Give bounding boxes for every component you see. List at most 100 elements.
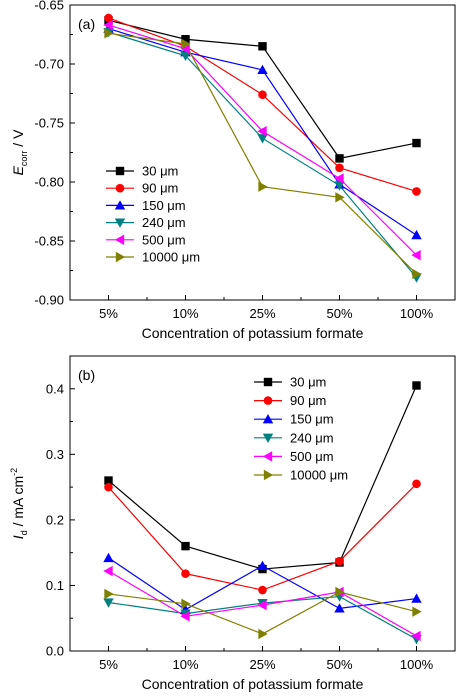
y-label-symbol: I bbox=[10, 535, 26, 539]
legend-marker bbox=[262, 433, 274, 443]
data-point bbox=[335, 192, 345, 203]
legend-marker bbox=[262, 414, 274, 424]
legend-marker bbox=[263, 377, 273, 387]
y-label-unit: / mA cm bbox=[10, 476, 26, 530]
data-point bbox=[257, 134, 268, 144]
x-tick-label: 10% bbox=[172, 657, 198, 672]
y-tick-label: -0.80 bbox=[34, 175, 64, 190]
data-point bbox=[181, 35, 190, 44]
legend-label: 30 μm bbox=[290, 375, 326, 390]
legend-marker bbox=[263, 469, 274, 481]
data-point bbox=[335, 556, 344, 566]
data-point bbox=[104, 13, 113, 23]
legend-marker bbox=[263, 396, 273, 405]
legend-label: 240 μm bbox=[142, 215, 186, 230]
data-point bbox=[103, 565, 113, 577]
data-point bbox=[258, 42, 267, 51]
x-tick-label: 50% bbox=[326, 306, 352, 321]
x-axis-label: Concentration of potassium formate bbox=[142, 676, 364, 692]
legend-marker bbox=[114, 218, 126, 228]
y-axis-label: Id / mA cm-2 bbox=[9, 468, 29, 539]
data-point bbox=[104, 28, 114, 39]
data-point bbox=[335, 586, 345, 598]
y-tick-label: 0.4 bbox=[46, 381, 64, 396]
data-point bbox=[412, 479, 421, 489]
legend-label: 90 μm bbox=[142, 181, 178, 196]
data-point bbox=[257, 560, 268, 570]
y-label-superscript: -2 bbox=[9, 468, 19, 476]
data-point bbox=[181, 541, 190, 551]
panel-a: 5% 10% 25% 50% 100% -0.65 -0.70 -0.75 -0.80 -0.85… bbox=[10, 0, 456, 341]
data-point bbox=[180, 43, 190, 54]
data-point bbox=[257, 64, 268, 75]
data-point bbox=[104, 482, 113, 492]
y-tick-label: -0.90 bbox=[34, 293, 64, 308]
panel-b: 5% 10% 25% 50% 100% 0.0 0.1 0.2 0.3 0.4 (b) Concent… bbox=[9, 355, 456, 692]
data-point bbox=[257, 126, 267, 137]
x-tick-label: 100% bbox=[400, 306, 434, 321]
legend-marker bbox=[262, 451, 273, 462]
data-point bbox=[180, 51, 191, 61]
legend-label: 90 μm bbox=[290, 393, 326, 408]
data-point bbox=[411, 229, 422, 240]
y-tick-label: -0.70 bbox=[34, 57, 64, 72]
data-point bbox=[181, 38, 191, 50]
y-tick-label: -0.65 bbox=[34, 0, 64, 13]
y-label-symbol: E bbox=[10, 165, 26, 175]
y-tick-label: 0.1 bbox=[46, 578, 64, 593]
series-line-0 bbox=[108, 385, 418, 570]
y-tick-label: -0.85 bbox=[34, 234, 64, 249]
legend-label: 500 μm bbox=[142, 232, 186, 247]
data-point bbox=[104, 588, 114, 600]
x-tick-label: 10% bbox=[172, 306, 198, 321]
data-point bbox=[335, 154, 344, 163]
y-label-subscript: corr bbox=[19, 151, 29, 167]
data-point bbox=[411, 630, 421, 642]
legend-label: 10000 μm bbox=[142, 250, 200, 265]
data-point bbox=[412, 187, 421, 196]
x-tick-label: 25% bbox=[249, 657, 275, 672]
data-point bbox=[181, 569, 190, 578]
data-point bbox=[334, 173, 344, 184]
data-point bbox=[103, 552, 114, 563]
series-line-1 bbox=[108, 483, 417, 591]
y-label-subscript: d bbox=[19, 530, 29, 535]
legend-marker bbox=[114, 234, 125, 245]
y-tick-label: 0.0 bbox=[46, 644, 64, 659]
legend-marker bbox=[114, 200, 126, 210]
panel-label: (b) bbox=[78, 367, 95, 383]
data-point bbox=[258, 585, 267, 595]
legend-label: 500 μm bbox=[290, 449, 334, 464]
data-point bbox=[334, 181, 345, 191]
legend-label: 30 μm bbox=[142, 164, 178, 179]
legend-label: 240 μm bbox=[290, 430, 334, 445]
y-tick-label: -0.75 bbox=[34, 116, 64, 131]
data-point bbox=[412, 268, 422, 280]
y-tick-label: 0.3 bbox=[46, 447, 64, 462]
x-tick-label: 5% bbox=[99, 657, 118, 672]
x-tick-label: 100% bbox=[400, 657, 434, 672]
data-point bbox=[412, 606, 422, 617]
x-tick-label: 50% bbox=[326, 657, 352, 672]
data-point bbox=[335, 163, 344, 173]
data-point bbox=[103, 19, 113, 31]
data-point bbox=[411, 593, 422, 603]
data-point bbox=[103, 598, 114, 608]
data-point bbox=[412, 138, 421, 148]
x-tick-label: 5% bbox=[99, 306, 118, 321]
y-axis-label: Ecorr / V bbox=[10, 129, 29, 176]
legend-label: 150 μm bbox=[142, 198, 186, 213]
x-axis-label: Concentration of potassium formate bbox=[142, 325, 364, 341]
legend-label: 150 μm bbox=[290, 412, 334, 427]
data-point bbox=[180, 611, 190, 622]
data-point bbox=[412, 381, 421, 390]
legend-marker bbox=[115, 183, 125, 193]
panel-label: (a) bbox=[78, 16, 95, 32]
data-point bbox=[334, 603, 345, 613]
data-point bbox=[257, 599, 267, 611]
y-label-unit: / V bbox=[10, 129, 26, 151]
x-tick-label: 25% bbox=[249, 306, 275, 321]
data-point bbox=[181, 598, 191, 609]
legend-label: 10000 μm bbox=[290, 468, 348, 483]
